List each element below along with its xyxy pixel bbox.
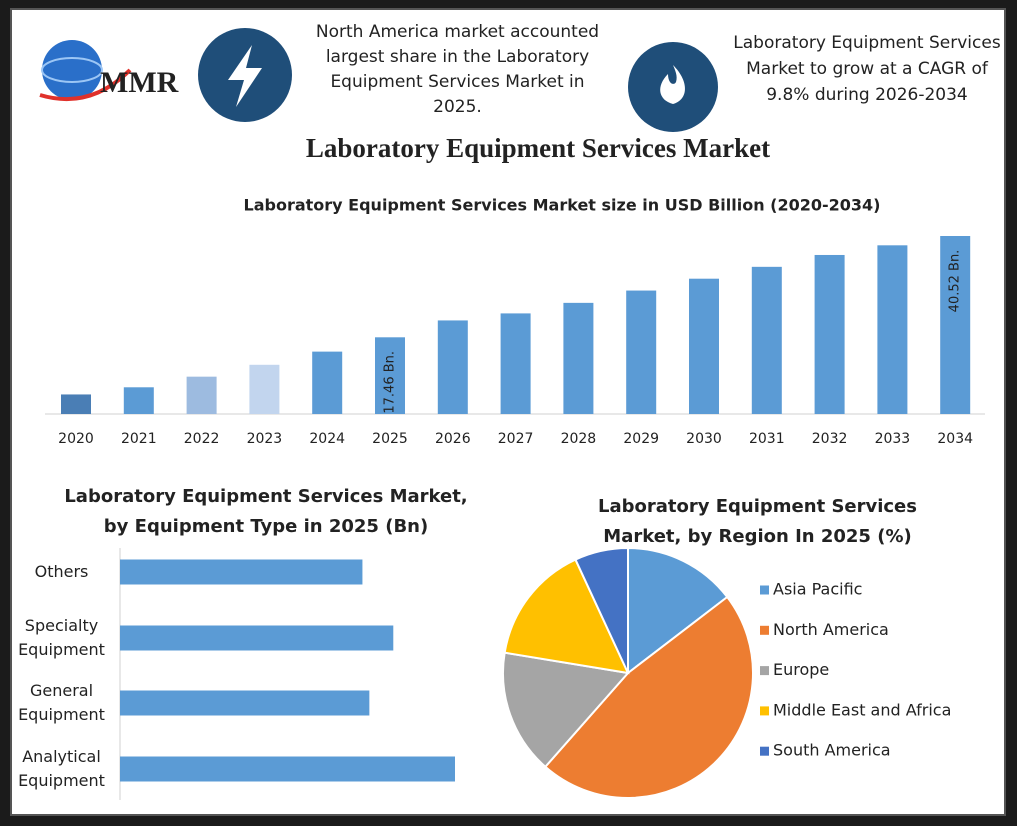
bar [312,351,343,414]
bar [120,690,370,716]
header-note: Laboratory Equipment Services Market to … [733,33,1001,105]
bar [123,387,154,414]
chart-title: Laboratory Equipment Services Market siz… [244,196,881,215]
logo-swoosh [39,68,132,102]
pie-slice [627,546,729,676]
x-tick-label: 2020 [58,431,94,447]
x-tick-label: 2026 [435,431,471,447]
x-tick-label: 2027 [498,431,534,447]
bar [61,394,91,414]
x-tick-label: 2025 [372,431,408,447]
bar [626,290,657,414]
x-tick-label: 2031 [749,431,785,447]
legend-swatch [760,625,769,635]
bar [689,278,719,414]
x-tick-label: 2034 [937,431,973,447]
legend-label: South America [773,741,891,760]
globe-ring [41,57,103,83]
x-tick-label: 2029 [623,431,659,447]
x-tick-label: 2021 [121,431,157,447]
flame-icon [660,65,686,104]
bar [120,625,394,651]
pie-slice [502,651,630,769]
bar [751,266,782,414]
x-tick-label: 2022 [184,431,220,447]
globe [42,40,102,100]
x-tick-label: 2024 [309,431,345,447]
legend-label: Europe [773,660,829,679]
y-tick-label: Specialty Equipment [18,616,105,659]
bar [375,337,405,414]
x-tick-label: 2033 [875,431,911,447]
bar [120,559,363,585]
legend-swatch [760,706,769,716]
chart-title: Laboratory Equipment Services Market, by… [64,486,468,537]
y-tick-label: General Equipment [18,681,105,724]
legend-label: Asia Pacific [773,580,862,599]
x-tick-label: 2032 [812,431,848,447]
header-note: North America market accounted largest s… [315,22,600,117]
value-label: 17.46 Bn. [383,351,398,414]
bar [120,756,455,782]
pie-slice [543,595,754,799]
main-title: Laboratory Equipment Services Market [306,133,770,163]
bar [940,236,971,414]
x-tick-label: 2030 [686,431,722,447]
pie-slice [503,558,630,675]
bar [500,313,531,414]
bar [814,254,845,414]
bar [563,302,594,414]
logo-text: MMR [100,66,179,99]
y-tick-label: Analytical Equipment [18,747,105,790]
legend-swatch [760,666,769,676]
y-tick-label: Others [34,562,89,581]
value-label: 40.52 Bn. [948,250,963,313]
bar [437,320,468,414]
bar [249,364,280,414]
legend-swatch [760,585,769,595]
x-tick-label: 2028 [561,431,597,447]
chart-title: Laboratory Equipment Services Market, by… [598,496,917,547]
bolt-icon [228,45,262,107]
bar [877,245,908,414]
legend-label: North America [773,620,889,639]
legend-label: Middle East and Africa [773,700,951,719]
bar [186,376,217,414]
x-tick-label: 2023 [247,431,283,447]
pie-slice [574,546,629,674]
legend-swatch [760,746,769,756]
